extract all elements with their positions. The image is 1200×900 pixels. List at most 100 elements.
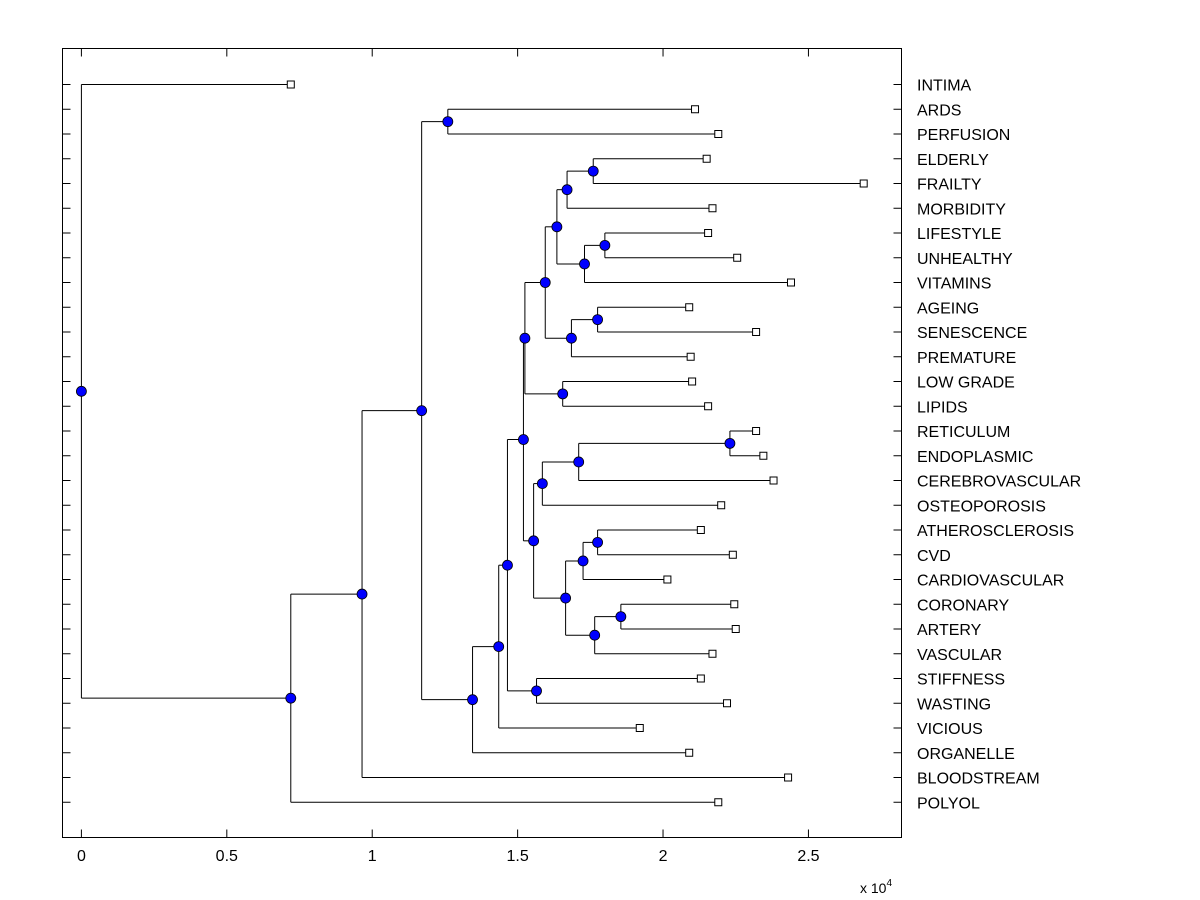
leaf-label: ATHEROSCLEROSIS	[917, 523, 1074, 540]
leaf-label: CORONARY	[917, 597, 1009, 614]
x-tick-label: 2	[659, 848, 668, 865]
x-axis-tick-labels: 0 0.5 1 1.5 2 2.5	[77, 848, 820, 865]
leaf-marker	[688, 377, 697, 386]
merge-node	[442, 116, 454, 128]
leaf-marker	[702, 154, 711, 163]
leaf-label: POLYOL	[917, 795, 980, 812]
leaf-marker	[708, 649, 717, 658]
leaf-marker	[635, 724, 644, 732]
merge-node	[285, 692, 297, 704]
x-multiplier-label: x 104	[860, 878, 892, 896]
leaf-label: MORBIDITY	[917, 201, 1006, 218]
merge-node	[528, 535, 540, 547]
leaf-marker	[731, 625, 740, 633]
leaf-marker	[769, 476, 778, 485]
merge-node	[518, 434, 529, 445]
leaf-label: ORGANELLE	[917, 746, 1015, 763]
leaf-marker	[685, 303, 694, 312]
x-tick-label: 0.5	[216, 848, 238, 865]
leaf-marker	[714, 798, 723, 807]
merge-node	[566, 332, 577, 344]
merge-node	[573, 456, 585, 468]
x-axis-ticks	[80, 48, 809, 838]
merge-node	[356, 588, 368, 600]
leaf-marker	[704, 229, 713, 237]
merge-nodes	[76, 116, 736, 706]
leaf-label: RETICULUM	[917, 424, 1010, 441]
leaf-marker	[759, 451, 768, 460]
merge-node	[467, 694, 478, 706]
merge-node	[536, 478, 548, 489]
leaf-label: UNHEALTHY	[917, 251, 1013, 268]
leaf-marker	[691, 105, 700, 114]
leaf-marker	[723, 699, 732, 708]
leaf-label: VASCULAR	[917, 647, 1002, 664]
leaf-label: AGEING	[917, 300, 979, 317]
leaf-marker	[708, 204, 717, 213]
leaf-marker	[859, 179, 868, 188]
merge-node	[579, 258, 590, 270]
leaf-label: PREMATURE	[917, 350, 1016, 367]
axes-box	[62, 48, 902, 838]
leaf-marker	[730, 600, 739, 609]
merge-node	[599, 239, 611, 251]
merge-node	[76, 385, 87, 397]
leaf-label: SENESCENCE	[917, 325, 1027, 342]
x-tick-label: 1.5	[506, 848, 528, 865]
leaf-marker	[286, 80, 295, 89]
leaf-marker	[728, 550, 737, 559]
merge-node	[592, 536, 603, 548]
merge-node	[615, 611, 627, 623]
x-tick-label: 2.5	[797, 848, 819, 865]
leaf-label: VICIOUS	[917, 721, 983, 738]
leaf-marker	[696, 674, 705, 683]
merge-node	[589, 629, 601, 641]
leaf-marker	[784, 773, 793, 782]
merge-node	[531, 685, 542, 697]
leaf-label: CEREBROVASCULAR	[917, 474, 1081, 491]
leaf-label: BLOODSTREAM	[917, 771, 1040, 788]
leaf-label: FRAILTY	[917, 177, 982, 194]
leaf-label: OSTEOPOROSIS	[917, 498, 1046, 515]
merge-node	[587, 165, 599, 177]
leaf-label: CARDIOVASCULAR	[917, 573, 1064, 590]
leaf-label: PERFUSION	[917, 127, 1010, 144]
leaf-marker	[686, 352, 695, 361]
leaf-label: ARTERY	[917, 622, 982, 639]
merge-node	[539, 277, 551, 288]
leaf-marker	[714, 130, 723, 138]
leaf-marker	[786, 278, 795, 287]
leaf-label: WASTING	[917, 696, 991, 713]
leaf-label: CVD	[917, 548, 951, 565]
x-multiplier-exponent: 4	[886, 878, 892, 889]
leaf-marker	[685, 748, 694, 757]
leaf-label: INTIMA	[917, 78, 972, 95]
leaf-marker	[733, 253, 742, 262]
leaf-label: ARDS	[917, 102, 961, 119]
merge-node	[557, 388, 569, 400]
merge-node	[416, 405, 428, 417]
leaf-label: VITAMINS	[917, 276, 991, 293]
leaf-label: ENDOPLASMIC	[917, 449, 1033, 466]
leaf-marker	[696, 526, 705, 534]
leaf-marker	[704, 402, 713, 411]
leaf-label: LIFESTYLE	[917, 226, 1001, 243]
leaf-marker	[717, 501, 726, 510]
leaf-marker	[663, 575, 672, 584]
merge-node	[724, 437, 736, 449]
merge-node	[561, 184, 573, 196]
x-tick-label: 0	[77, 848, 86, 865]
leaf-marker	[752, 328, 761, 336]
merge-node	[560, 592, 572, 604]
x-tick-label: 1	[368, 848, 377, 865]
merge-node	[519, 332, 531, 344]
merge-node	[493, 641, 505, 652]
leaf-label: LIPIDS	[917, 399, 968, 416]
merge-node	[577, 555, 589, 567]
leaf-markers	[286, 80, 868, 807]
leaf-label: STIFFNESS	[917, 672, 1005, 689]
leaf-label: ELDERLY	[917, 152, 989, 169]
merge-node	[592, 314, 603, 326]
